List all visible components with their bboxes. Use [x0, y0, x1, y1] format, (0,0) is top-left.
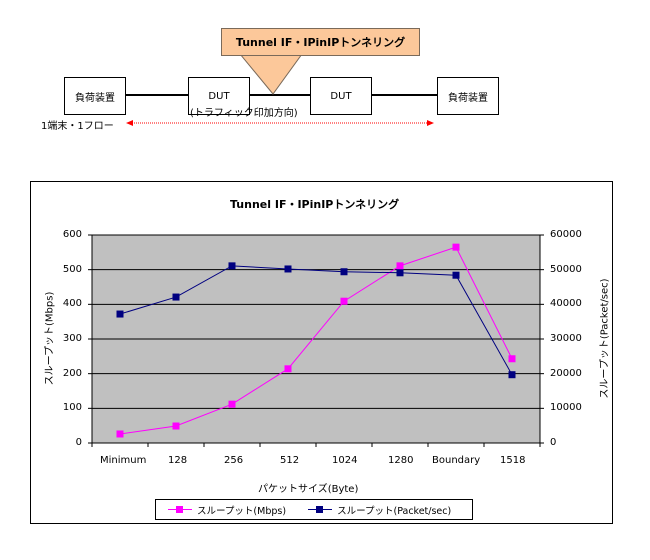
left-tick: 400: [62, 298, 82, 309]
chart-legend: スループット(Mbps) スループット(Packet/sec): [155, 499, 473, 520]
legend-item-mbps: スループット(Mbps): [168, 503, 286, 517]
bidirectional-arrow-icon: [126, 120, 434, 126]
load-device-right-label: 負荷装置: [448, 92, 488, 104]
x-tick: 1280: [388, 455, 414, 466]
legend-marker-pps-icon: [308, 506, 333, 513]
left-tick: 100: [62, 402, 82, 413]
connection-line: [125, 94, 438, 96]
left-axis-label: スループット(Mbps): [44, 291, 56, 386]
x-tick: 512: [280, 455, 300, 466]
right-tick: 20000: [550, 368, 582, 379]
chart-title: Tunnel IF・IPinIPトンネリング: [230, 198, 400, 211]
load-device-right: 負荷装置: [437, 77, 499, 115]
x-tick: Minimum: [100, 455, 147, 466]
left-tick: 300: [62, 333, 82, 344]
tunnel-callout: Tunnel IF・IPinIPトンネリング: [221, 28, 420, 56]
right-axis-label: スループット(Packet/sec): [599, 278, 611, 399]
dut-box-1: DUT: [188, 77, 250, 115]
right-tick: 40000: [550, 298, 582, 309]
right-tick: 60000: [550, 229, 582, 240]
x-tick: Boundary: [432, 455, 481, 466]
left-tick: 200: [62, 368, 82, 379]
legend-label-mbps: スループット(Mbps): [197, 505, 287, 517]
load-device-left-label: 負荷装置: [75, 92, 115, 104]
flow-label: 1端末・1フロー: [41, 121, 114, 132]
legend-label-pps: スループット(Packet/sec): [337, 505, 452, 517]
x-tick: 1024: [332, 455, 358, 466]
dut-box-2: DUT: [310, 77, 372, 115]
right-tick: 10000: [550, 402, 582, 413]
x-tick: 1518: [500, 455, 526, 466]
left-tick: 600: [62, 229, 82, 240]
legend-item-pps: スループット(Packet/sec): [308, 503, 451, 517]
x-axis-label: パケットサイズ(Byte): [258, 484, 359, 495]
x-tick: 256: [224, 455, 244, 466]
right-tick: 30000: [550, 333, 582, 344]
left-tick: 500: [62, 264, 82, 275]
load-device-left: 負荷装置: [64, 77, 126, 115]
right-tick: 0: [550, 437, 557, 448]
callout-label: Tunnel IF・IPinIPトンネリング: [235, 36, 406, 49]
x-tick: 128: [168, 455, 188, 466]
left-tick: 0: [75, 437, 82, 448]
dut-2-label: DUT: [330, 90, 352, 102]
right-tick: 50000: [550, 264, 582, 275]
legend-marker-mbps-icon: [168, 506, 192, 513]
direction-label: (トラフィック印加方向): [190, 108, 298, 119]
dut-1-label: DUT: [208, 90, 230, 102]
